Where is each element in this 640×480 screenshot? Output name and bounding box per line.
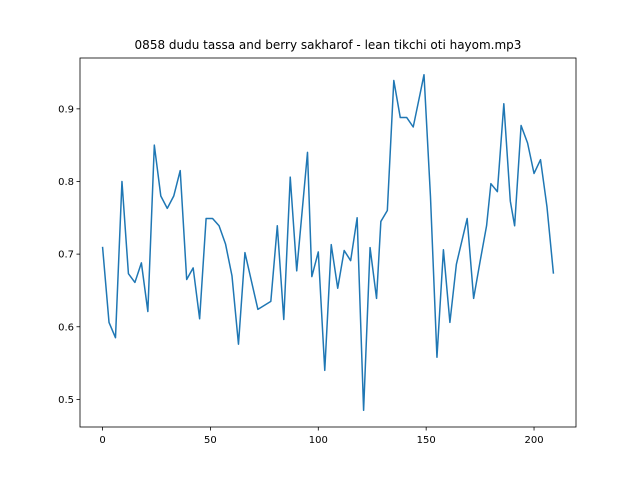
- y-tick-label: 0.8: [58, 177, 74, 188]
- data-line: [101, 73, 555, 412]
- x-tick-label: 0: [99, 435, 105, 446]
- y-tick-label: 0.9: [58, 104, 74, 115]
- x-tick-label: 200: [524, 435, 543, 446]
- y-tick-label: 0.6: [58, 322, 74, 333]
- plot-frame: [79, 57, 577, 428]
- chart-title: 0858 dudu tassa and berry sakharof - lea…: [135, 38, 522, 52]
- x-tick-label: 100: [309, 435, 328, 446]
- x-tick-label: 150: [417, 435, 436, 446]
- y-tick-label: 0.5: [58, 395, 74, 406]
- y-tick-label: 0.7: [58, 250, 74, 261]
- x-tick-label: 50: [204, 435, 217, 446]
